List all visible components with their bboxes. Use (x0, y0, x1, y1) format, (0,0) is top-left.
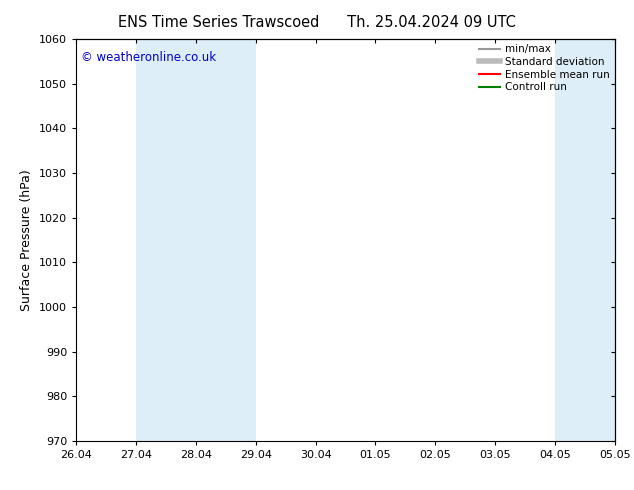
Bar (136, 39, 256, 441)
Text: © weatheronline.co.uk: © weatheronline.co.uk (81, 51, 217, 64)
Text: ENS Time Series Trawscoed      Th. 25.04.2024 09 UTC: ENS Time Series Trawscoed Th. 25.04.2024… (118, 15, 516, 30)
Y-axis label: Surface Pressure (hPa): Surface Pressure (hPa) (20, 169, 34, 311)
Bar (555, 39, 615, 441)
Legend: min/max, Standard deviation, Ensemble mean run, Controll run: min/max, Standard deviation, Ensemble me… (476, 41, 613, 96)
